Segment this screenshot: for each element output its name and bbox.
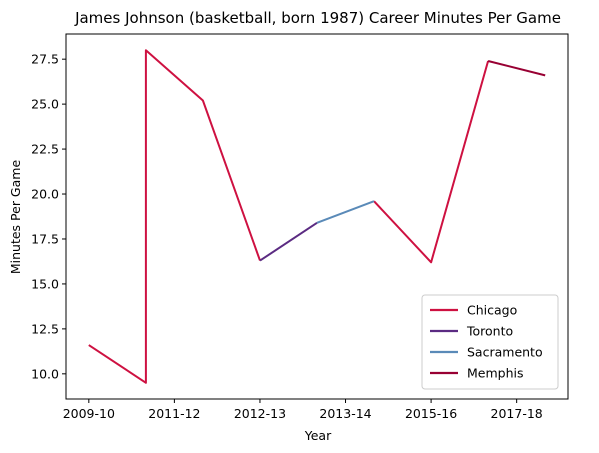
legend-label-toronto: Toronto: [466, 324, 513, 339]
y-tick-label: 27.5: [31, 52, 59, 67]
x-tick-label: 2015-16: [405, 406, 457, 421]
y-tick-label: 10.0: [31, 366, 59, 381]
legend-label-sacramento: Sacramento: [467, 345, 543, 360]
x-axis-label: Year: [304, 428, 332, 443]
y-tick-label: 15.0: [31, 276, 59, 291]
series-line-toronto-1: [259, 221, 318, 262]
x-tick-label: 2011-12: [148, 406, 200, 421]
legend-label-chicago: Chicago: [467, 303, 517, 318]
y-tick-label: 22.5: [31, 142, 59, 157]
legend: Chicago Toronto Sacramento Memphis: [421, 294, 559, 390]
series-line-sacramento-1: [316, 200, 375, 224]
ticks-layer: 2009-10 2011-12 2012-13 2013-14 2015-16 2017-…: [31, 52, 543, 421]
series-line-chicago-1: [88, 49, 261, 384]
y-axis-label: Minutes Per Game: [8, 160, 23, 275]
legend-box: [421, 294, 559, 390]
plot-frame: [65, 33, 569, 400]
series-layer: [88, 49, 546, 384]
x-tick-label: 2012-13: [234, 406, 286, 421]
legend-label-memphis: Memphis: [467, 366, 524, 381]
y-tick-label: 12.5: [31, 321, 59, 336]
x-tick-label: 2017-18: [491, 406, 543, 421]
x-tick-label: 2013-14: [319, 406, 371, 421]
y-tick-label: 20.0: [31, 187, 59, 202]
series-line-memphis-1: [487, 60, 546, 77]
chart-title: James Johnson (basketball, born 1987) Ca…: [74, 9, 561, 27]
series-line-chicago-2: [373, 60, 490, 264]
y-tick-label: 17.5: [31, 231, 59, 246]
y-tick-label: 25.0: [31, 97, 59, 112]
x-tick-label: 2009-10: [63, 406, 115, 421]
